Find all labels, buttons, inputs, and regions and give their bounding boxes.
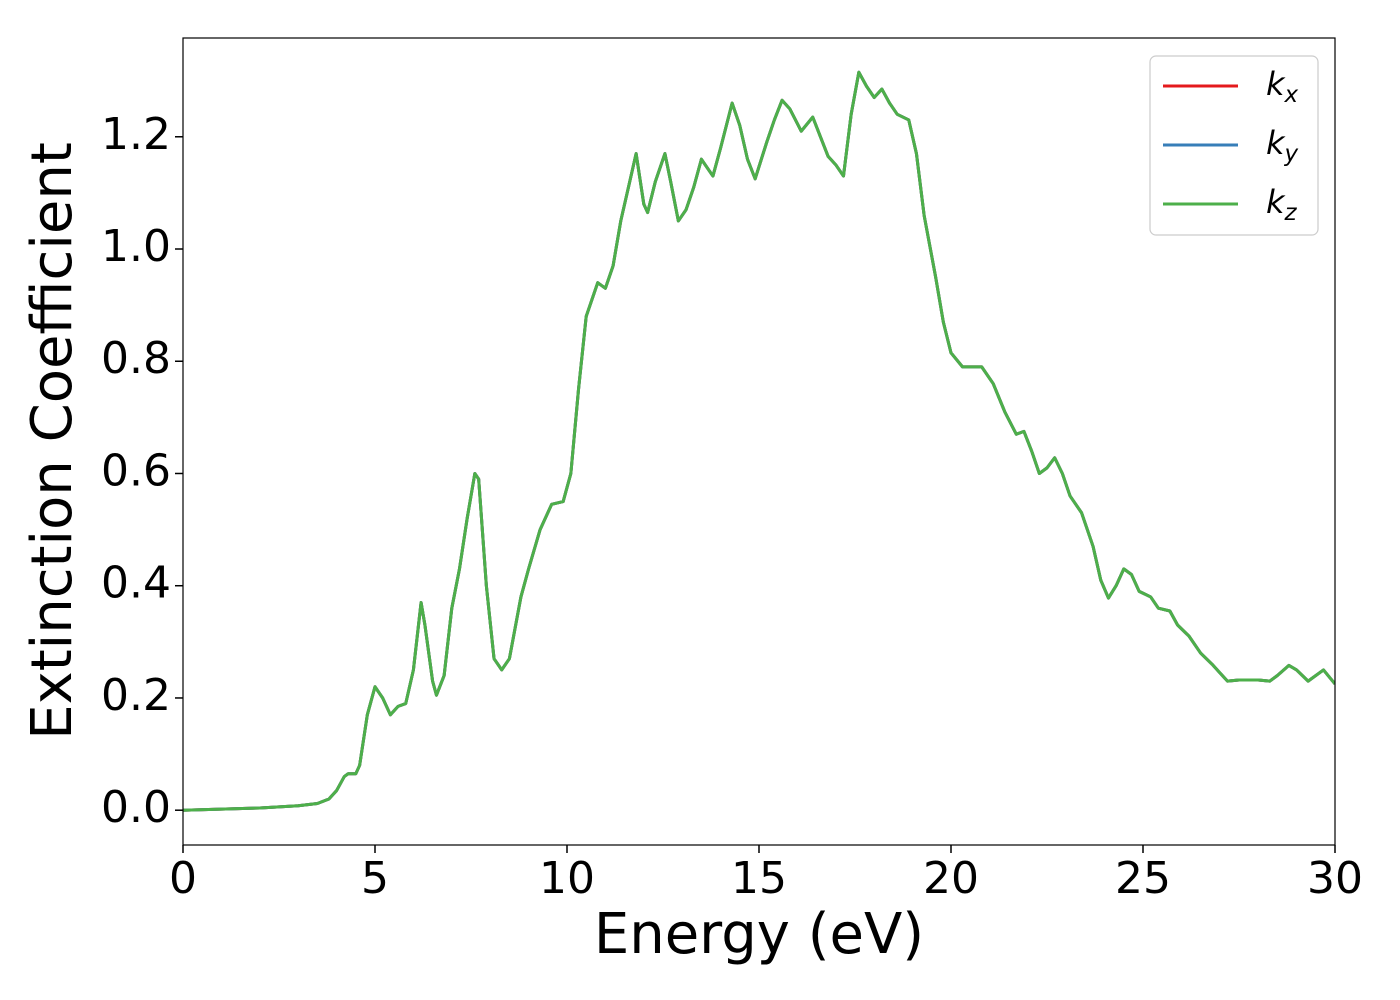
- y-tick-label: 0.8: [101, 333, 171, 384]
- y-tick-label: 1.0: [101, 221, 171, 272]
- legend-label: ky: [1266, 124, 1299, 167]
- y-axis-label: Extinction Coefficient: [20, 142, 85, 740]
- data-line: [183, 70, 1335, 812]
- x-tick-label: 30: [1307, 853, 1363, 904]
- plot-frame: [182, 37, 1336, 846]
- legend-label: kz: [1266, 183, 1298, 226]
- x-tick-label: 10: [539, 853, 595, 904]
- y-tick-label: 0.4: [101, 558, 171, 609]
- x-axis-label: Energy (eV): [594, 902, 924, 967]
- x-tick-label: 15: [731, 853, 787, 904]
- y-tick-label: 0.2: [101, 670, 171, 721]
- y-tick-label: 1.2: [101, 109, 171, 160]
- x-tick-label: 20: [923, 853, 979, 904]
- x-tick-label: 25: [1115, 853, 1171, 904]
- y-tick-label: 0.0: [101, 782, 171, 833]
- x-tick-label: 5: [361, 853, 389, 904]
- legend-label: kx: [1266, 65, 1299, 108]
- y-tick-label: 0.6: [101, 445, 171, 496]
- x-tick-label: 0: [169, 853, 197, 904]
